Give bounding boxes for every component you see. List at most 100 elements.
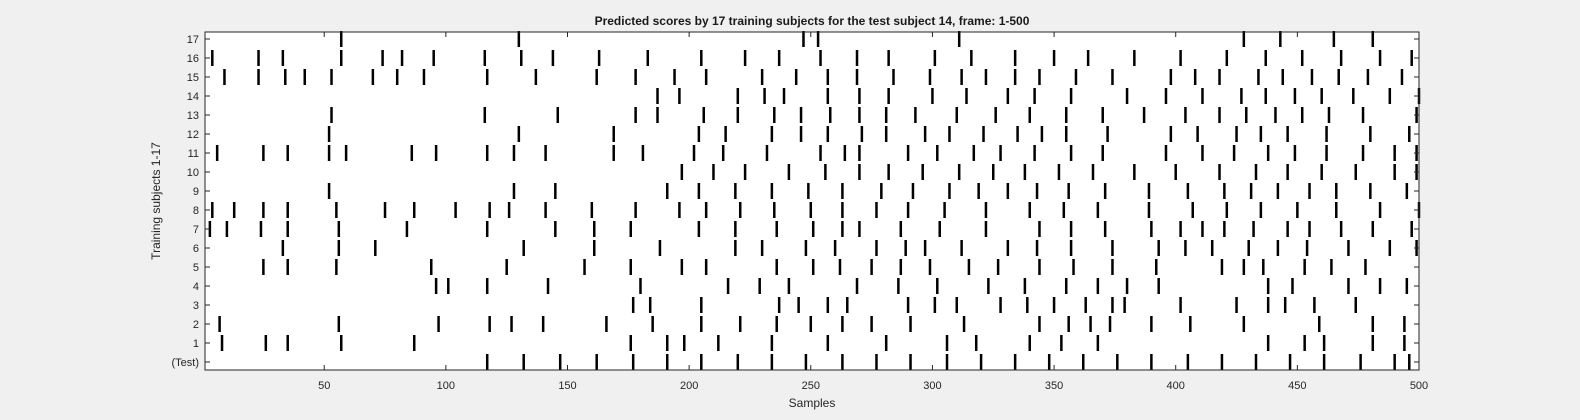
event-mark: [816, 31, 820, 47]
event-mark: [726, 278, 730, 294]
event-mark: [928, 69, 932, 85]
event-mark: [1310, 69, 1314, 85]
event-mark: [948, 183, 951, 199]
event-mark: [1038, 316, 1041, 332]
event-mark: [483, 50, 487, 66]
event-mark: [683, 335, 686, 351]
event-mark: [906, 297, 910, 313]
event-mark: [1186, 183, 1190, 199]
event-mark: [811, 221, 815, 237]
event-mark: [1388, 88, 1392, 104]
event-mark: [1371, 31, 1375, 47]
event-mark: [1240, 88, 1243, 104]
event-mark: [1264, 50, 1267, 66]
event-mark: [383, 202, 387, 218]
event-mark: [286, 335, 289, 351]
event-mark: [1111, 259, 1114, 275]
event-mark: [1013, 50, 1017, 66]
event-mark: [1308, 221, 1311, 237]
event-mark: [1028, 335, 1031, 351]
event-mark: [558, 354, 562, 370]
event-mark: [485, 221, 489, 237]
event-mark: [763, 88, 766, 104]
event-mark: [1408, 354, 1411, 370]
event-mark: [858, 164, 861, 180]
event-mark: [809, 202, 813, 218]
y-tick-label: 1: [193, 338, 199, 350]
event-mark: [945, 354, 949, 370]
event-mark: [512, 183, 516, 199]
event-mark: [1169, 126, 1173, 142]
event-mark: [1108, 316, 1112, 332]
event-mark: [704, 202, 708, 218]
event-mark: [1164, 145, 1168, 161]
event-mark: [704, 259, 708, 275]
event-mark: [541, 316, 545, 332]
event-mark: [736, 88, 740, 104]
event-mark: [974, 335, 978, 351]
event-mark: [590, 202, 594, 218]
event-mark: [804, 240, 808, 256]
event-mark: [634, 107, 637, 123]
event-mark: [1186, 354, 1190, 370]
event-mark: [1157, 278, 1160, 294]
event-mark: [629, 259, 632, 275]
event-mark: [1369, 126, 1372, 142]
event-mark: [855, 69, 859, 85]
event-mark: [1266, 145, 1270, 161]
event-mark: [483, 107, 487, 123]
event-mark: [819, 145, 822, 161]
event-mark: [734, 221, 737, 237]
event-mark: [1410, 221, 1413, 237]
event-mark: [1371, 316, 1375, 332]
event-mark: [1276, 183, 1280, 199]
event-mark: [257, 50, 260, 66]
event-mark: [680, 164, 684, 180]
event-mark: [700, 297, 703, 313]
event-mark: [641, 145, 645, 161]
event-mark: [843, 145, 847, 161]
event-mark: [656, 88, 659, 104]
event-mark: [697, 126, 701, 142]
event-mark: [1259, 126, 1263, 142]
event-mark: [724, 126, 727, 142]
event-mark: [605, 316, 608, 332]
event-mark: [432, 50, 435, 66]
event-mark: [1035, 183, 1039, 199]
event-mark: [775, 259, 778, 275]
event-mark: [1150, 316, 1153, 332]
event-mark: [1023, 164, 1027, 180]
event-mark: [870, 259, 873, 275]
event-mark: [833, 240, 837, 256]
event-mark: [841, 183, 844, 199]
event-mark: [773, 202, 776, 218]
event-mark: [1327, 107, 1331, 123]
event-mark: [884, 107, 888, 123]
event-mark: [1096, 335, 1100, 351]
event-mark: [1220, 259, 1224, 275]
event-mark: [811, 259, 815, 275]
event-mark: [629, 335, 632, 351]
event-mark: [858, 107, 861, 123]
event-mark: [1361, 107, 1365, 123]
event-mark: [1393, 145, 1396, 161]
event-mark: [826, 69, 830, 85]
event-mark: [1354, 164, 1357, 180]
event-mark: [1047, 354, 1051, 370]
event-mark: [218, 316, 221, 332]
event-mark: [846, 297, 849, 313]
event-mark: [760, 69, 764, 85]
event-mark: [517, 31, 521, 47]
event-mark: [612, 126, 615, 142]
event-mark: [1096, 278, 1100, 294]
event-mark: [680, 259, 684, 275]
event-mark: [734, 183, 737, 199]
event-mark: [1103, 221, 1107, 237]
event-mark: [264, 335, 268, 351]
event-mark: [1174, 164, 1177, 180]
event-mark: [259, 221, 263, 237]
event-mark: [262, 259, 265, 275]
event-mark: [826, 126, 830, 142]
event-mark: [960, 69, 963, 85]
event-mark: [1403, 316, 1406, 332]
